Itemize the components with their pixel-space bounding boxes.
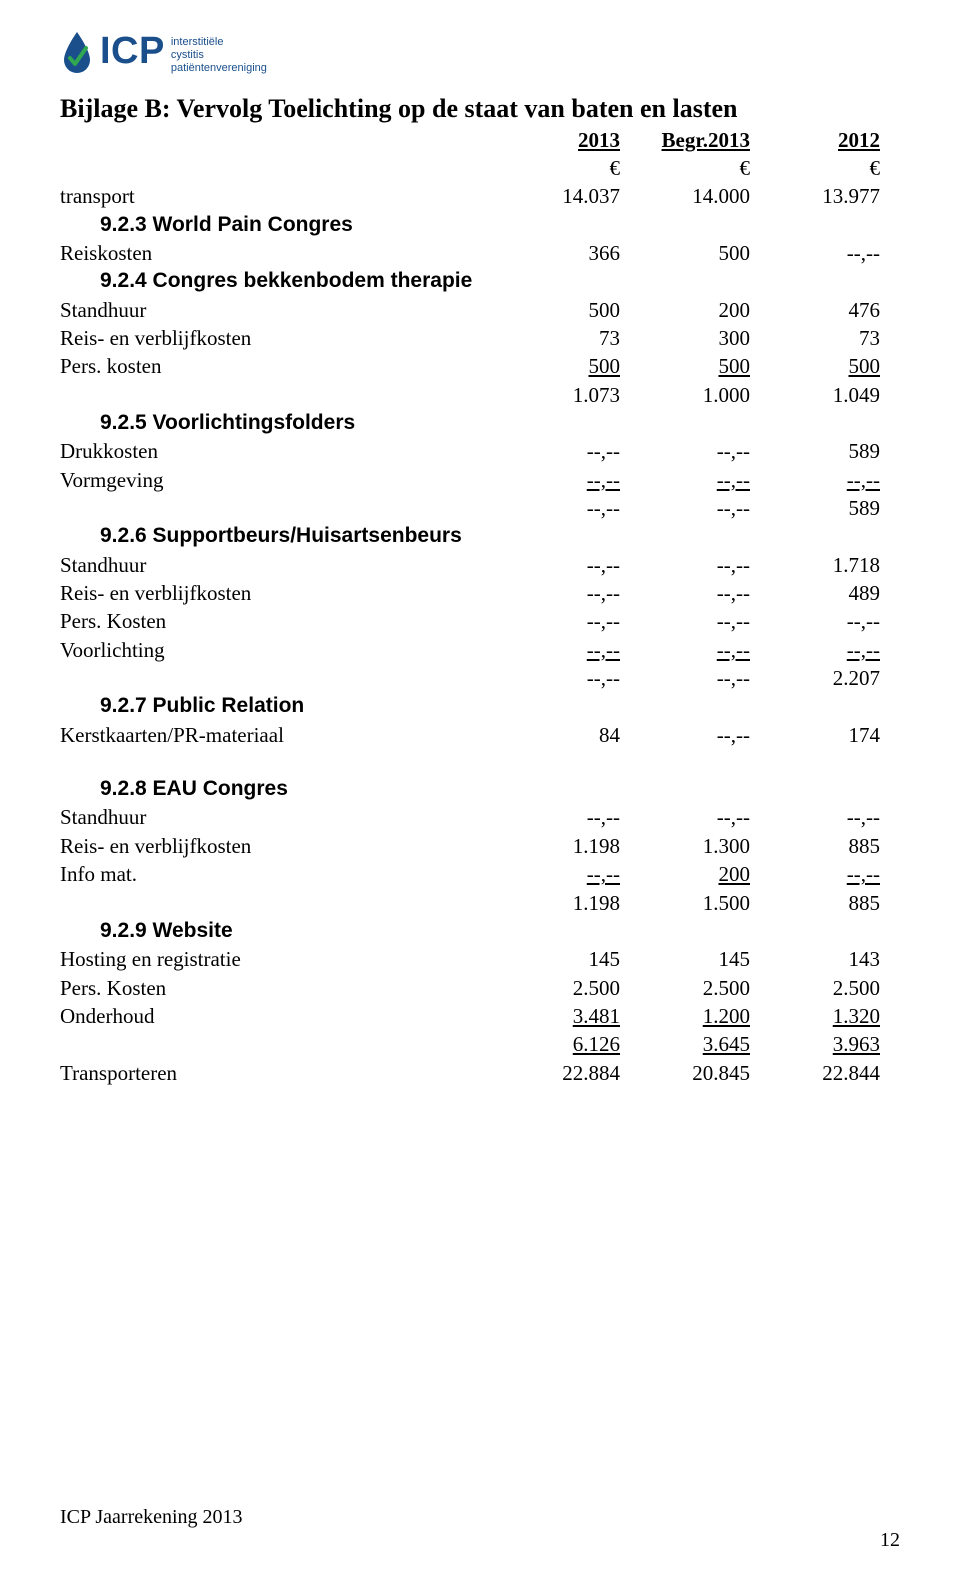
- section-926: 9.2.6 Supportbeurs/Huisartsenbeurs: [60, 522, 900, 550]
- row-sum-928: 1.198 1.500 885: [60, 889, 900, 917]
- row-standhuur-926: Standhuur --,-- --,-- 1.718: [60, 551, 900, 579]
- row-perskosten-926: Pers. Kosten --,-- --,-- --,--: [60, 607, 900, 635]
- logo-sub-2: cystitis: [171, 49, 267, 62]
- row-perskosten-929: Pers. Kosten 2.500 2.500 2.500: [60, 974, 900, 1002]
- col-begr2013: Begr.2013: [620, 126, 750, 154]
- row-transporteren: Transporteren 22.884 20.845 22.844: [60, 1059, 900, 1087]
- table-header: 2013 Begr.2013 2012: [60, 126, 900, 154]
- row-drukkosten-925: Drukkosten --,-- --,-- 589: [60, 437, 900, 465]
- logo-sub-3: patiëntenvereniging: [171, 62, 267, 75]
- row-sum-925: --,-- --,-- 589: [60, 494, 900, 522]
- financial-table: 2013 Begr.2013 2012 € € € transport 14.0…: [60, 126, 900, 1087]
- footer-left: ICP Jaarrekening 2013: [60, 1506, 900, 1529]
- row-reisverblijf-928: Reis- en verblijfkosten 1.198 1.300 885: [60, 832, 900, 860]
- row-vormgeving-925: Vormgeving --,-- --,-- --,--: [60, 466, 900, 494]
- logo: ICP interstitiële cystitis patiëntenvere…: [60, 30, 900, 76]
- logo-subtitle: interstitiële cystitis patiëntenverenigi…: [171, 36, 267, 76]
- row-sum-929: 6.126 3.645 3.963: [60, 1030, 900, 1058]
- row-voorlichting-926: Voorlichting --,-- --,-- --,--: [60, 636, 900, 664]
- row-onderhoud-929: Onderhoud 3.481 1.200 1.320: [60, 1002, 900, 1030]
- section-925: 9.2.5 Voorlichtingsfolders: [60, 409, 900, 437]
- page-number: 12: [60, 1529, 900, 1552]
- row-sum-924: 1.073 1.000 1.049: [60, 381, 900, 409]
- row-sum-926: --,-- --,-- 2.207: [60, 664, 900, 692]
- euro-row: € € €: [60, 154, 900, 182]
- row-hosting-929: Hosting en registratie 145 145 143: [60, 945, 900, 973]
- section-924: 9.2.4 Congres bekkenbodem therapie: [60, 267, 900, 295]
- col-2012: 2012: [750, 126, 880, 154]
- logo-drop-icon: [60, 30, 94, 74]
- section-929: 9.2.9 Website: [60, 917, 900, 945]
- logo-sub-1: interstitiële: [171, 36, 267, 49]
- section-928: 9.2.8 EAU Congres: [60, 775, 900, 803]
- col-2013: 2013: [490, 126, 620, 154]
- row-reisverblijf-924: Reis- en verblijfkosten 73 300 73: [60, 324, 900, 352]
- section-927: 9.2.7 Public Relation: [60, 692, 900, 720]
- section-923: 9.2.3 World Pain Congres: [60, 211, 900, 239]
- row-transport: transport 14.037 14.000 13.977: [60, 182, 900, 210]
- row-perskosten-924: Pers. kosten 500 500 500: [60, 352, 900, 380]
- row-reiskosten-923: Reiskosten 366 500 --,--: [60, 239, 900, 267]
- footer: ICP Jaarrekening 2013 12: [60, 1506, 900, 1552]
- row-standhuur-928: Standhuur --,-- --,-- --,--: [60, 803, 900, 831]
- logo-text: ICP: [100, 30, 165, 73]
- page-title: Bijlage B: Vervolg Toelichting op de sta…: [60, 94, 900, 124]
- row-kerstkaarten-927: Kerstkaarten/PR-materiaal 84 --,-- 174: [60, 721, 900, 749]
- row-standhuur-924: Standhuur 500 200 476: [60, 296, 900, 324]
- row-reisverblijf-926: Reis- en verblijfkosten --,-- --,-- 489: [60, 579, 900, 607]
- row-infomat-928: Info mat. --,-- 200 --,--: [60, 860, 900, 888]
